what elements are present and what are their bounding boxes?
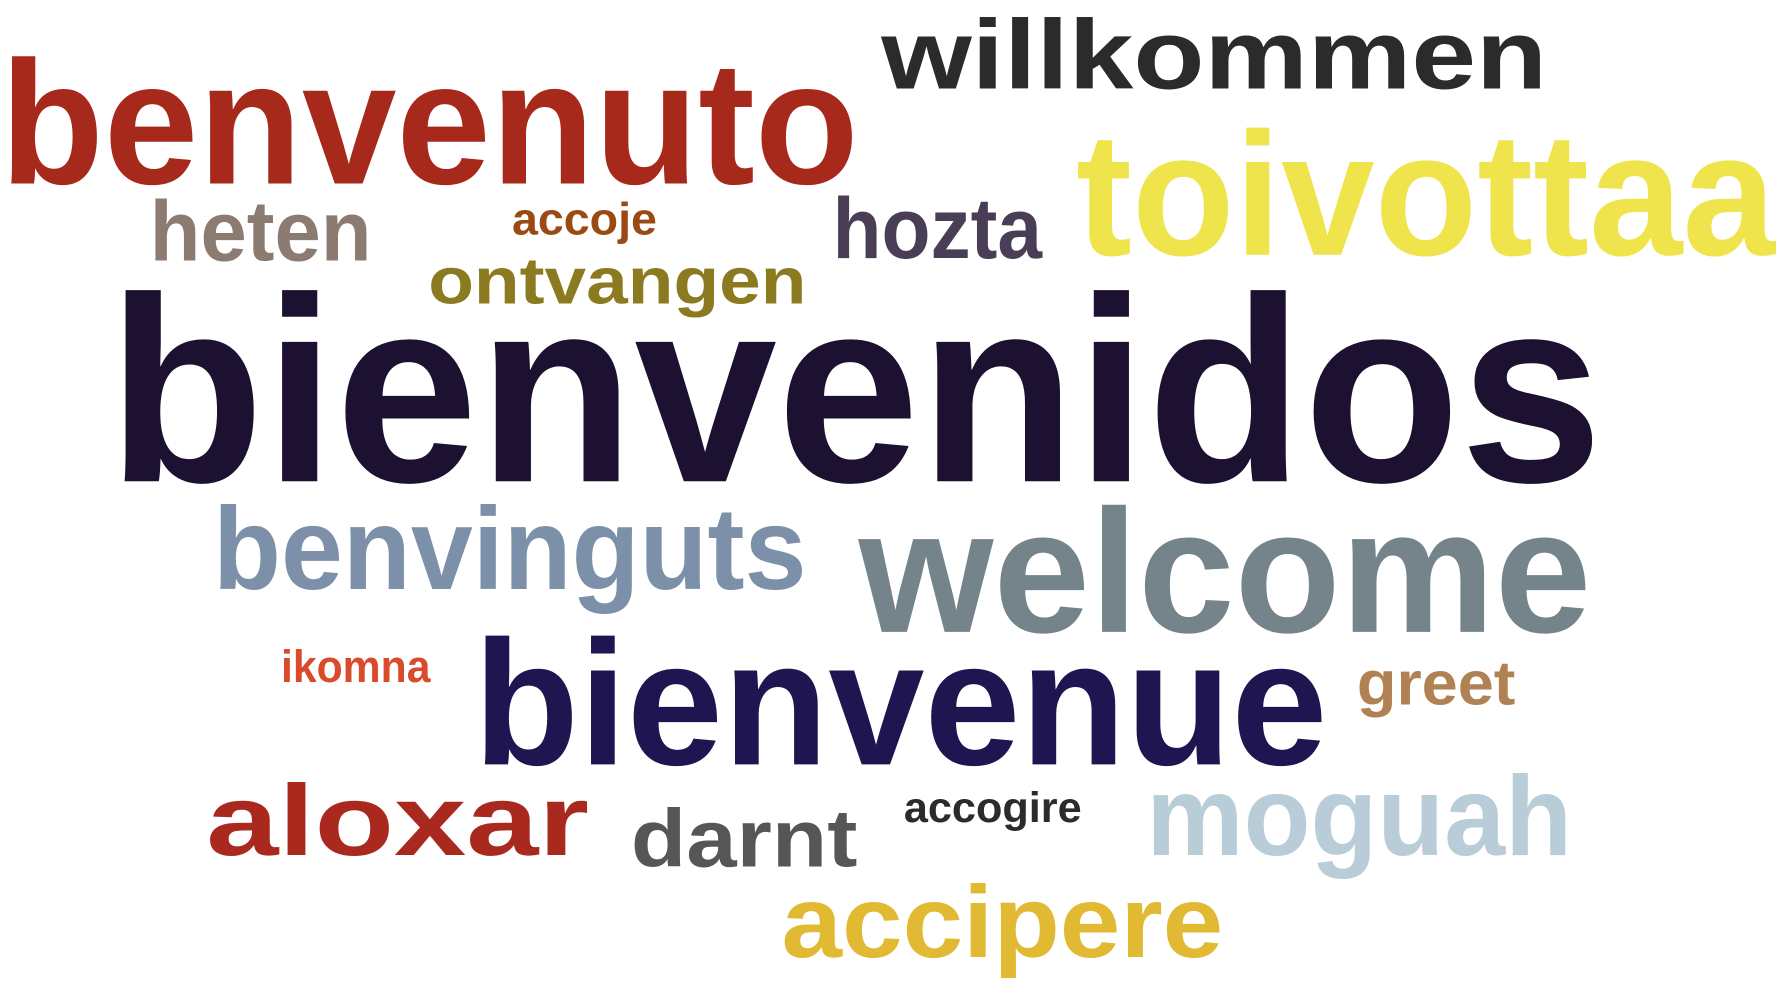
word: ontvangen — [428, 245, 806, 318]
word: aloxar — [206, 765, 589, 877]
word: greet — [1357, 649, 1516, 718]
word: willkommen — [880, 0, 1547, 109]
word: bienvenue — [474, 603, 1328, 802]
word: moguah — [1146, 752, 1572, 879]
word: accoje — [512, 193, 657, 244]
word: accogire — [904, 784, 1082, 832]
word: toivottaa — [1076, 97, 1776, 293]
word: accipere — [782, 865, 1224, 979]
word: ikomna — [281, 641, 431, 692]
word: heten — [150, 183, 372, 278]
word: benvenuto — [0, 25, 858, 221]
word: hozta — [833, 181, 1044, 277]
word: darnt — [631, 793, 857, 884]
word: bienvenidos — [108, 242, 1603, 537]
word: welcome — [858, 474, 1592, 670]
word: benvinguts — [213, 483, 806, 614]
